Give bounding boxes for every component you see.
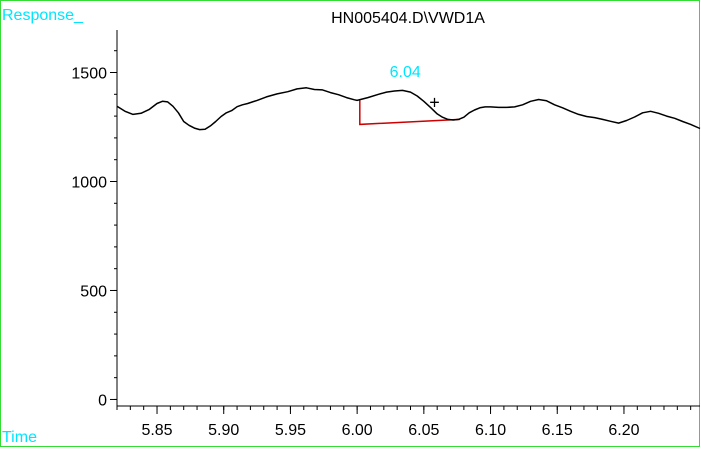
y-tick-label: 1000 [71,174,107,191]
peak-label: 6.04 [390,64,421,81]
x-tick-label: 5.90 [208,422,239,439]
x-tick-label: 6.15 [542,422,573,439]
y-tick-label: 500 [80,283,107,300]
peak-marker: + [429,92,440,112]
x-tick-label: 6.20 [608,422,639,439]
x-tick-label: 5.85 [141,422,172,439]
x-tick-label: 5.95 [275,422,306,439]
x-axis-label: Time [2,429,37,446]
peak-baseline [359,100,460,126]
x-tick-label: 6.00 [342,422,373,439]
x-tick-label: 6.05 [408,422,439,439]
series-group [116,87,701,131]
y-tick-label: 1500 [71,66,107,83]
response-trace [116,87,701,131]
annotation-group: 6.04 + [390,64,440,113]
y-tick-group: 0 500 1000 1500 [71,50,117,409]
x-tick-group: 5.85 5.90 5.95 6.00 6.05 6.10 6.15 6.20 [116,406,692,439]
baseline-segment-group [359,100,460,126]
chart-title: HN005404.D\VWD1A [331,10,485,27]
y-axis-label: Response_ [2,7,84,24]
x-tick-label: 6.10 [475,422,506,439]
y-tick-label: 0 [98,392,107,409]
